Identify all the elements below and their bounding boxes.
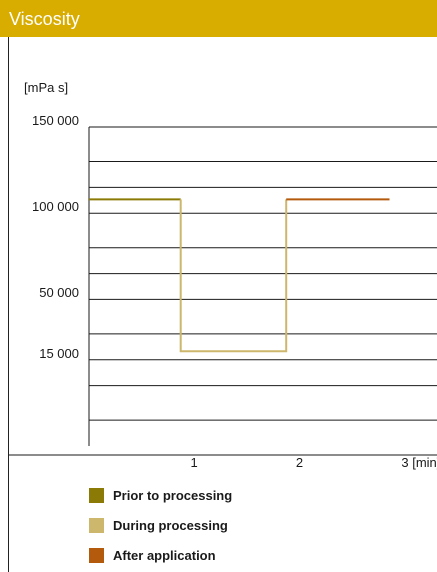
y-tick-label: 15 000: [39, 345, 79, 361]
legend-label: During processing: [113, 517, 228, 533]
chart-title: Viscosity: [9, 9, 80, 29]
y-axis-unit: [mPa s]: [24, 80, 69, 95]
y-tick-label: 100 000: [32, 199, 79, 215]
y-tick-label: 50 000: [39, 285, 79, 301]
legend-label: Prior to processing: [113, 487, 233, 503]
frame-left-border: [8, 37, 9, 572]
series-line-1: [179, 199, 288, 353]
legend-swatch: [89, 547, 104, 563]
chart-header: Viscosity: [0, 0, 437, 37]
x-tick-label: 1: [190, 455, 198, 470]
legend-item: Prior to processing: [89, 486, 232, 504]
legend-swatch: [89, 517, 104, 533]
y-tick-label: 150 000: [32, 113, 79, 128]
x-tick-label: 2: [295, 455, 304, 470]
legend-swatch: [89, 487, 104, 503]
legend-label: After application: [113, 547, 216, 563]
x-tick-label: 3 [min]: [401, 455, 437, 470]
legend-item: During processing: [89, 516, 228, 534]
legend-item: After application: [89, 546, 216, 564]
